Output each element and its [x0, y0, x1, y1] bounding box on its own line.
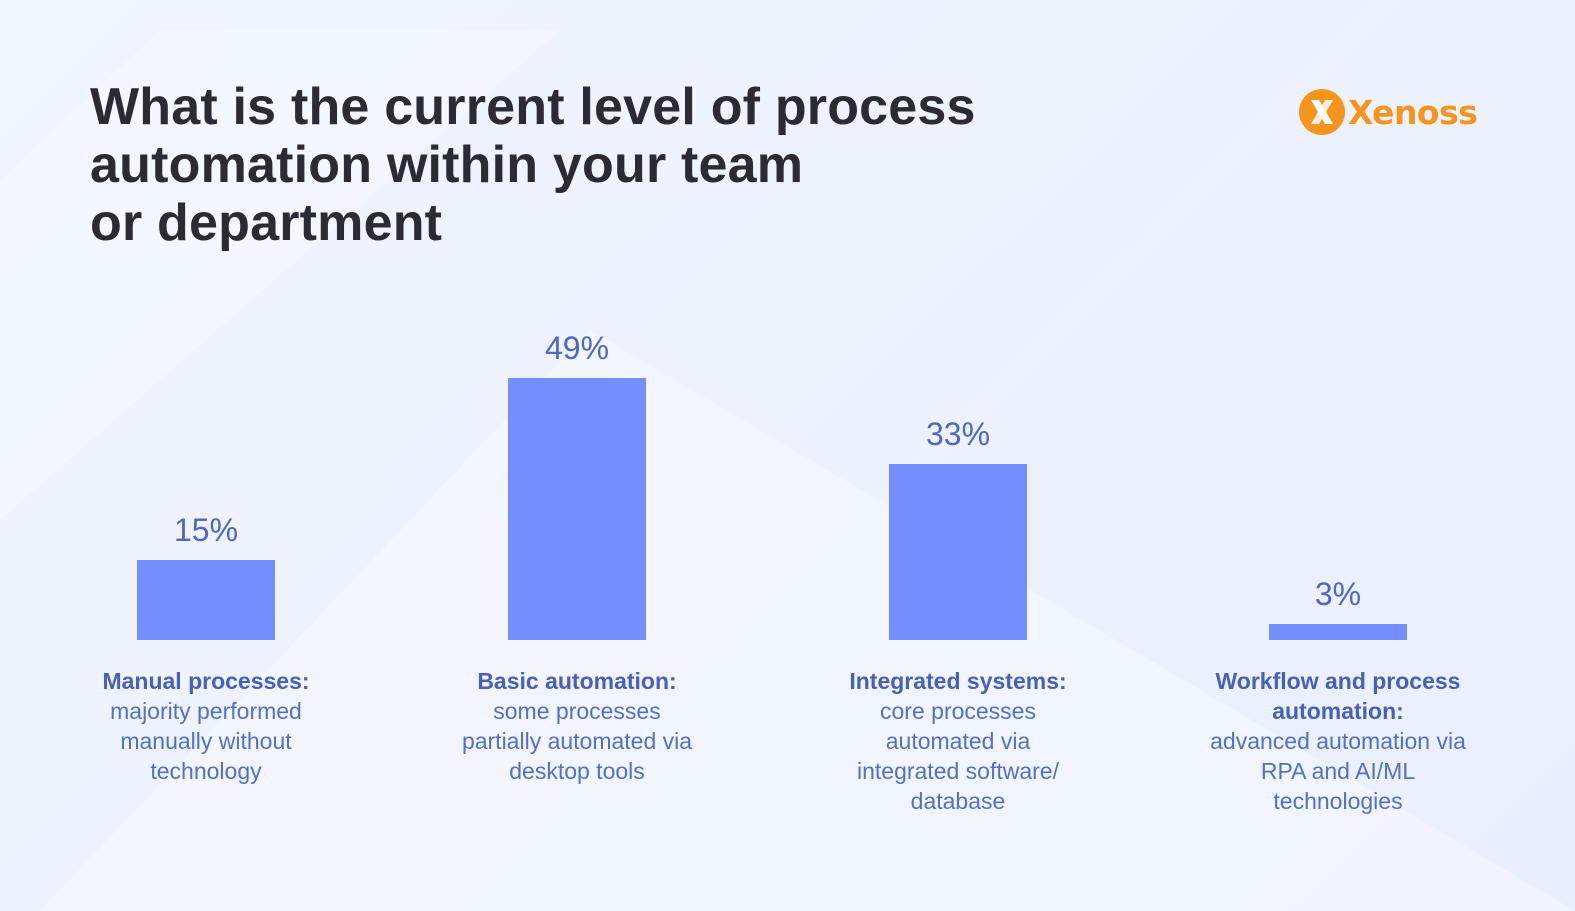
- category-label: Integrated systems: core processes automa…: [833, 666, 1083, 816]
- value-label: 15%: [173, 512, 239, 548]
- title-line: or department: [90, 194, 443, 252]
- title-line: automation within your team: [90, 136, 804, 194]
- bar-4: [1269, 624, 1407, 640]
- category-heading: Workflow and process automation:: [1215, 668, 1461, 724]
- category-heading: Basic automation:: [477, 668, 677, 694]
- xenoss-logo: Xenoss: [1298, 88, 1478, 136]
- bar-3: [889, 464, 1027, 640]
- category-description: majority performed manually without tech…: [110, 698, 302, 784]
- value-label: 3%: [1314, 576, 1362, 612]
- category-label: Manual processes: majority performed manu…: [86, 666, 326, 786]
- title-line: What is the current level of process: [90, 78, 976, 136]
- value-label: 49%: [544, 330, 610, 366]
- category-label: Workflow and process automation: advanced…: [1203, 666, 1473, 816]
- category-heading: Manual processes:: [102, 668, 310, 694]
- category-label: Basic automation: some processes partiall…: [452, 666, 702, 786]
- category-description: advanced automation via RPA and AI/ML te…: [1210, 728, 1466, 814]
- bar-2: [508, 378, 646, 640]
- category-description: some processes partially automated via d…: [461, 698, 693, 784]
- bar-1: [137, 560, 275, 640]
- xenoss-logo-icon: [1299, 89, 1345, 135]
- logo-text: Xenoss: [1348, 92, 1478, 132]
- category-description: core processes automated via integrated …: [856, 698, 1059, 814]
- category-heading: Integrated systems:: [849, 668, 1067, 694]
- value-label: 33%: [925, 416, 991, 452]
- page-title: What is the current level of process aut…: [90, 78, 1090, 252]
